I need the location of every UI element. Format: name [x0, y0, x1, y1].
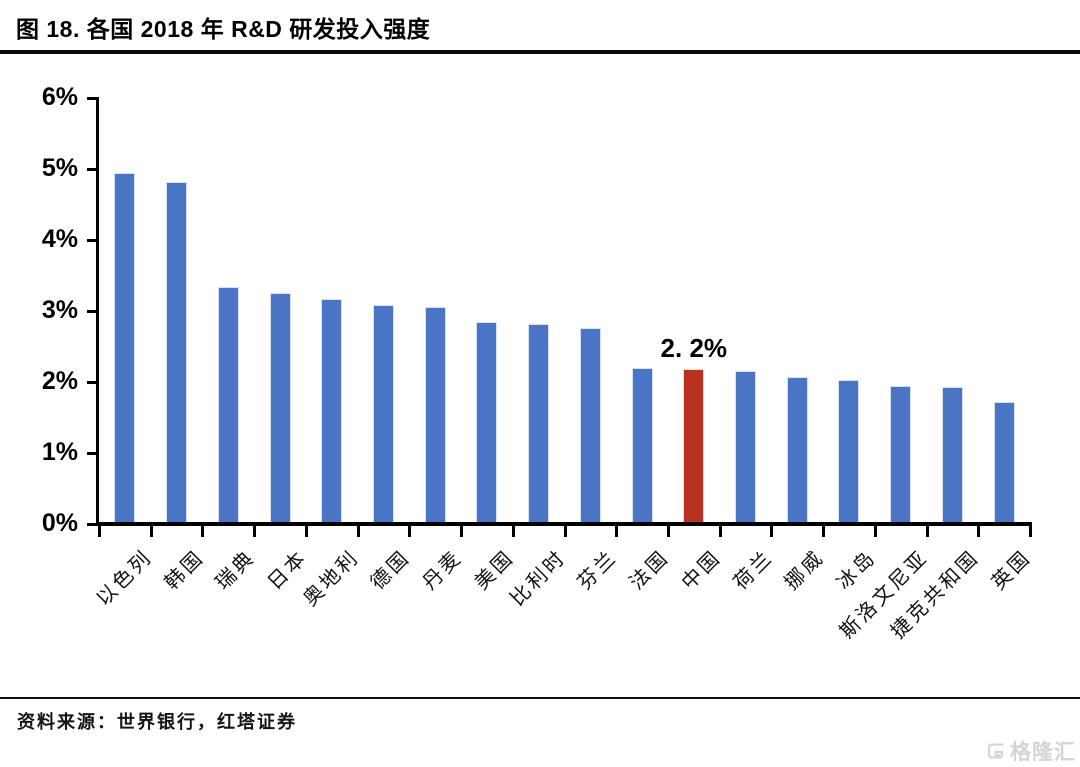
y-axis [96, 97, 99, 526]
x-tick [1029, 526, 1032, 537]
watermark: 格隆汇 [985, 736, 1076, 766]
gelonghui-logo-icon [988, 743, 1004, 759]
bar-13 [735, 370, 757, 524]
x-label-12: 中国 [677, 546, 726, 595]
x-tick [201, 526, 205, 537]
x-tick [718, 526, 722, 537]
y-tick [87, 381, 97, 384]
x-label-18: 英国 [987, 546, 1036, 595]
x-label-14: 挪威 [780, 546, 830, 595]
x-label-9: 比利时 [506, 546, 571, 611]
bar-18 [993, 401, 1015, 524]
x-tick [822, 526, 826, 537]
x-label-7: 丹麦 [418, 546, 467, 595]
bar-3 [217, 286, 239, 524]
y-tick-label: 1% [41, 438, 78, 466]
y-tick-label: 4% [41, 225, 78, 253]
x-label-13: 荷兰 [729, 546, 778, 595]
x-tick [925, 526, 929, 537]
y-tick-label: 2% [41, 367, 78, 395]
bar-1 [114, 172, 136, 524]
x-tick [666, 526, 670, 537]
figure-title: 图 18. 各国 2018 年 R&D 研发投入强度 [16, 16, 431, 42]
bar-15 [838, 379, 860, 524]
bar-china-highlight [683, 368, 705, 524]
x-tick [615, 526, 619, 537]
bar-6 [372, 304, 394, 524]
y-tick [87, 452, 97, 455]
rd-intensity-bar-chart: 2. 2% 0% 1% 2% 3% 4% 5% 6% 以色列 韩国 瑞典 日本 奥地利 德国 丹麦 美国 比利… [0, 54, 1080, 694]
x-tick [98, 526, 101, 537]
y-tick [87, 168, 97, 171]
x-axis [96, 522, 1032, 526]
y-tick-label: 3% [41, 296, 78, 324]
y-tick-label: 5% [41, 154, 78, 182]
bar-16 [890, 385, 912, 524]
source-note: 资料来源：世界银行，红塔证券 [17, 712, 297, 732]
y-tick [87, 310, 97, 313]
bar-14 [786, 377, 808, 524]
x-tick [511, 526, 515, 537]
bar-8 [476, 322, 498, 524]
bar-9 [528, 323, 550, 524]
y-tick [87, 97, 97, 100]
x-label-5: 奥地利 [299, 546, 364, 611]
bar-4 [269, 292, 291, 524]
x-label-11: 法国 [625, 546, 674, 595]
x-label-1: 以色列 [92, 546, 157, 611]
bar-17 [941, 386, 963, 524]
y-tick [87, 239, 97, 242]
y-tick [87, 523, 97, 526]
x-tick [149, 526, 153, 537]
footer-divider [0, 697, 1080, 699]
x-label-10: 芬兰 [574, 546, 623, 595]
x-tick [356, 526, 360, 537]
x-tick [770, 526, 774, 537]
china-value-label: 2. 2% [660, 332, 728, 363]
x-tick [460, 526, 464, 537]
x-tick [253, 526, 257, 537]
x-tick [873, 526, 877, 537]
bar-5 [321, 298, 343, 524]
x-label-2: 韩国 [160, 546, 209, 595]
bar-10 [579, 328, 601, 524]
bar-7 [424, 306, 446, 524]
title-divider [0, 50, 1080, 54]
watermark-text: 格隆汇 [1010, 741, 1076, 764]
x-tick [304, 526, 308, 537]
x-tick [408, 526, 412, 537]
x-label-6: 德国 [367, 546, 416, 595]
bar-11 [631, 367, 653, 524]
x-label-3: 瑞典 [212, 546, 261, 595]
y-tick-label: 6% [41, 83, 78, 111]
y-tick-label: 0% [41, 509, 78, 537]
x-tick [977, 526, 981, 537]
x-tick [563, 526, 567, 537]
bar-2 [166, 182, 188, 524]
